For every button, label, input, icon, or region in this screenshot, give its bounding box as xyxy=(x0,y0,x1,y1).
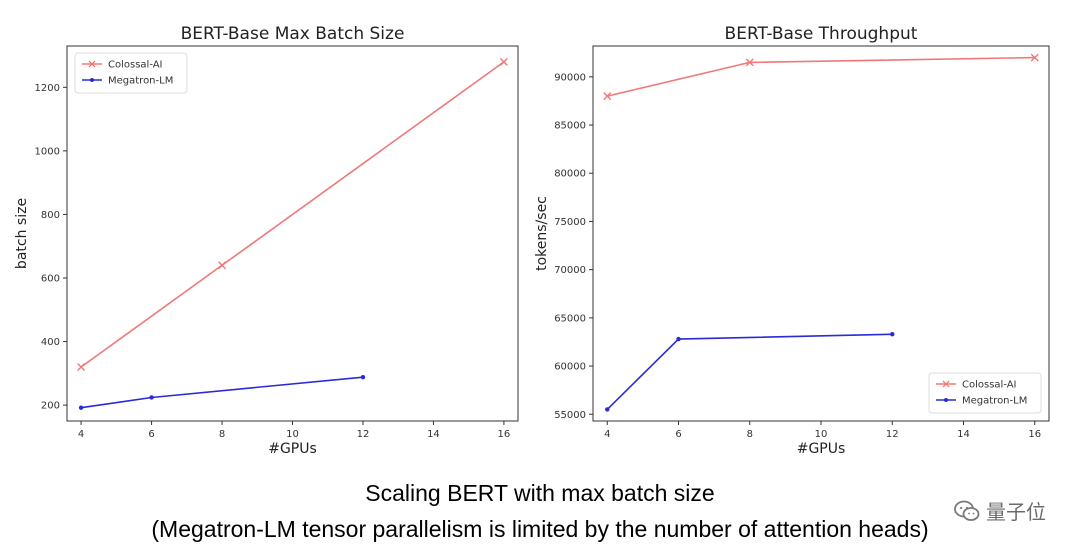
chart1-x-tick-label: 8 xyxy=(219,429,225,440)
chart2-data-point-colossal-ai xyxy=(1030,53,1039,62)
chart1-x-axis-label: #GPUs xyxy=(268,441,317,457)
chart2-legend-marker-megatron-lm xyxy=(944,398,948,402)
chart2-y-tick-label: 90000 xyxy=(554,72,586,83)
chart2-series-line-megatron-lm xyxy=(606,333,893,411)
chart2-legend-label-colossal-ai: Colossal-AI xyxy=(962,380,1017,391)
chart2-x-tick-label: 10 xyxy=(815,429,828,440)
chart1-x-tick-label: 14 xyxy=(427,429,440,440)
chart1-x-tick-label: 10 xyxy=(286,429,299,440)
chart2-data-point-colossal-ai xyxy=(745,58,754,67)
chart1-x-tick-label: 12 xyxy=(357,429,370,440)
chart1-data-point-megatron-lm xyxy=(149,395,154,400)
chart1-y-tick-label: 600 xyxy=(41,273,60,284)
chart2-x-tick-label: 14 xyxy=(957,429,970,440)
chart1-x-tick-label: 16 xyxy=(498,429,511,440)
chart1-x-tick-label: 6 xyxy=(148,429,154,440)
chart2-y-tick-label: 65000 xyxy=(554,313,586,324)
chart1-y-tick-label: 200 xyxy=(41,401,60,412)
chart1-y-tick-label: 1200 xyxy=(35,83,60,94)
chart2-x-tick-label: 16 xyxy=(1028,429,1041,440)
chart1-y-tick-label: 400 xyxy=(41,337,60,348)
chart1-legend-marker-megatron-lm xyxy=(90,78,94,82)
caption-line-2: (Megatron-LM tensor parallelism is limit… xyxy=(151,516,929,542)
chart2-data-point-megatron-lm xyxy=(676,336,681,342)
chart1-legend-box xyxy=(74,52,188,94)
chart2-x-axis-label: #GPUs xyxy=(797,441,846,457)
chart2-data-point-megatron-lm xyxy=(890,332,895,337)
chart1-legend-marker-colossal-ai xyxy=(88,60,96,68)
chart2-y-tick-label: 80000 xyxy=(554,169,586,180)
chart2-y-axis-label: tokens/sec xyxy=(534,196,550,271)
chart2-y-tick-label: 85000 xyxy=(554,121,586,132)
chart1-title: BERT-Base Max Batch Size xyxy=(181,24,405,44)
chart2-y-tick-label: 75000 xyxy=(554,217,586,228)
chart2-x-tick-label: 12 xyxy=(886,429,899,440)
chart2-y-tick-label: 70000 xyxy=(554,265,586,276)
chart1-legend-label-megatron-lm: Megatron-LM xyxy=(108,76,173,87)
chart1-data-point-colossal-ai xyxy=(218,261,227,270)
chart1-y-axis-label: batch size xyxy=(14,198,30,269)
chart1-data-point-megatron-lm xyxy=(78,405,84,410)
watermark-text: 量子位 xyxy=(986,500,1046,524)
chart1-series-line-megatron-lm xyxy=(80,376,364,409)
chart2-plot-frame xyxy=(592,45,1050,422)
chart2-x-tick-label: 8 xyxy=(747,429,753,440)
wechat-icon xyxy=(954,500,980,521)
charts-canvas: BERT-Base Max Batch Size #GPUs batch size 4… xyxy=(14,24,1050,457)
chart2-legend-box xyxy=(928,372,1042,414)
watermark: 量子位 xyxy=(954,496,1046,525)
chart1-legend-label-colossal-ai: Colossal-AI xyxy=(108,60,163,71)
chart2-legend-label-megatron-lm: Megatron-LM xyxy=(962,396,1027,407)
chart2-y-tick-label: 55000 xyxy=(554,410,586,421)
caption-line-1: Scaling BERT with max batch size xyxy=(365,480,715,506)
chart1-y-tick-label: 1000 xyxy=(35,146,60,157)
chart1-x-tick-label: 4 xyxy=(78,429,84,440)
chart1-data-point-megatron-lm xyxy=(360,374,366,380)
chart1-plot-frame xyxy=(66,45,519,422)
chart2-series-line-colossal-ai xyxy=(607,56,1035,97)
chart1-y-tick-label: 800 xyxy=(41,210,60,221)
chart1-data-point-colossal-ai xyxy=(77,362,86,371)
chart2-x-tick-label: 6 xyxy=(675,429,681,440)
chart2-x-tick-label: 4 xyxy=(604,429,610,440)
chart1-data-point-colossal-ai xyxy=(499,57,508,66)
chart2-legend-marker-colossal-ai xyxy=(942,380,950,388)
chart2-data-point-megatron-lm xyxy=(605,407,610,412)
chart2-data-point-colossal-ai xyxy=(603,92,612,101)
chart2-title: BERT-Base Throughput xyxy=(725,24,918,44)
chart2-y-tick-label: 60000 xyxy=(554,362,586,373)
chart1-series-line-colossal-ai xyxy=(80,61,505,368)
